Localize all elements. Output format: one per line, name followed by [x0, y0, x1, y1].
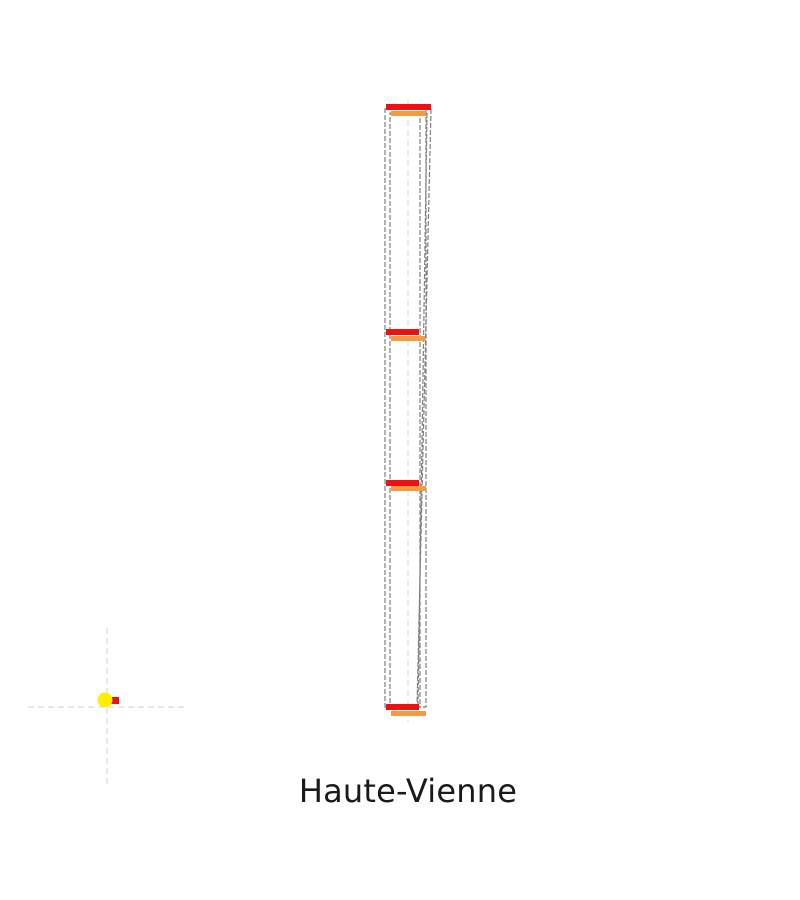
bar-primary-lower-middle: [386, 480, 419, 486]
outline-taper-2: [417, 112, 428, 706]
level-bars: [386, 104, 431, 716]
marker-accent: [111, 697, 119, 704]
bar-secondary-top: [391, 111, 426, 116]
column-outline: [384, 108, 432, 708]
bar-secondary-lower-middle: [391, 486, 426, 491]
level-upper-middle: [386, 329, 425, 341]
outline-inner: [389, 112, 421, 708]
marker-dot: [97, 692, 113, 708]
crosshair-guide: [28, 628, 188, 788]
bar-secondary-upper-middle: [391, 336, 425, 341]
level-top: [386, 104, 431, 116]
bar-secondary-bottom: [391, 711, 426, 716]
level-bottom: [386, 704, 426, 716]
bar-primary-bottom: [386, 704, 419, 710]
bar-primary-top: [386, 104, 431, 110]
level-lower-middle: [386, 480, 426, 491]
diagram-caption: Haute-Vienne: [298, 772, 518, 810]
bar-primary-upper-middle: [386, 329, 419, 335]
location-marker: [97, 692, 119, 708]
